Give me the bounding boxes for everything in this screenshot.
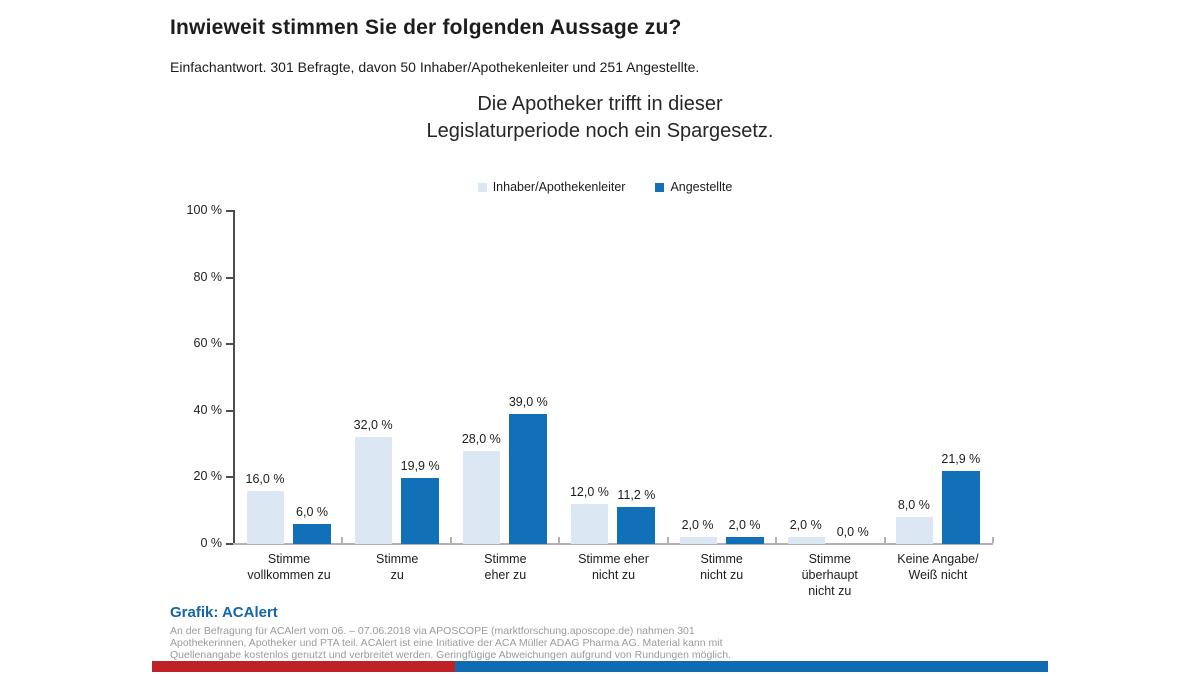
y-axis-tick	[226, 343, 233, 346]
bar-inhaber	[895, 517, 933, 544]
bar-angestellte	[617, 506, 656, 544]
bar-group: 8,0 % 21,9 % Keine Angabe/ Weiß nicht	[884, 211, 992, 582]
bar-angestellte	[509, 414, 548, 544]
y-axis-label: 60 %	[193, 336, 223, 351]
footer-note-line: Quellenangabe kostenlos genutzt und verb…	[170, 649, 731, 661]
bar-inhaber	[787, 537, 825, 544]
legend-label-inhaber: Inhaber/Apothekenleiter	[492, 180, 626, 194]
x-axis-tick	[558, 537, 561, 543]
bar-inhaber	[679, 537, 717, 544]
footer-note-line: An der Befragung für ACAlert vom 06. – 0…	[170, 625, 695, 637]
legend-swatch-inhaber	[477, 182, 487, 192]
legend-item-inhaber: Inhaber/Apothekenleiter	[477, 180, 626, 194]
bar-group: 32,0 % 19,9 % Stimme zu	[343, 211, 451, 582]
y-axis-label: 40 %	[193, 402, 223, 417]
y-axis-label: 20 %	[193, 469, 223, 484]
bar-group: 12,0 % 11,2 % Stimme eher nicht zu	[559, 211, 667, 582]
bar-inhaber	[355, 437, 393, 544]
bar-group: 28,0 % 39,0 % Stimme eher zu	[451, 211, 559, 582]
x-axis-tick	[666, 537, 669, 543]
bar-value-label: 2,0 %	[681, 518, 714, 533]
footer-note: An der Befragung für ACAlert vom 06. – 0…	[170, 625, 731, 661]
source-credit: Grafik: ACAlert	[170, 604, 278, 621]
bar-inhaber	[247, 490, 284, 544]
strip-red-segment	[152, 661, 455, 672]
bar-group: 2,0 % 0,0 % Stimme überhaupt nicht zu	[776, 211, 884, 598]
category-label: Keine Angabe/ Weiß nicht	[897, 552, 979, 582]
x-axis-tick	[992, 537, 994, 543]
y-axis-tick	[226, 210, 233, 212]
bar-value-label: 12,0 %	[569, 485, 609, 500]
y-axis-line	[233, 210, 235, 545]
bar-angestellte	[725, 537, 764, 544]
y-axis-label: 80 %	[193, 269, 223, 284]
bar-value-label: 0,0 %	[836, 525, 869, 539]
footer-note-line: Apothekerinnen, Apotheker und PTA teil. …	[170, 637, 723, 649]
legend: Inhaber/Apothekenleiter Angestellte	[150, 180, 1060, 194]
bar-value-label: 16,0 %	[245, 471, 285, 486]
category-label: Stimme vollkommen zu	[247, 552, 331, 582]
y-axis-tick	[226, 543, 233, 545]
legend-item-angestellte: Angestellte	[655, 180, 732, 194]
y-axis-tick	[226, 476, 233, 479]
bar-value-label: 11,2 %	[617, 487, 656, 502]
bar-angestellte	[401, 477, 440, 544]
page-subtitle: Einfachantwort. 301 Befragte, davon 50 I…	[170, 59, 700, 75]
bar-inhaber	[463, 450, 501, 544]
y-axis-tick	[226, 276, 233, 279]
bar-value-label: 32,0 %	[353, 418, 393, 433]
category-label: Stimme überhaupt nicht zu	[801, 552, 858, 598]
legend-swatch-angestellte	[655, 182, 665, 192]
category-label: Stimme eher nicht zu	[578, 552, 649, 582]
x-axis-tick	[883, 537, 886, 543]
bar-value-label: 2,0 %	[728, 518, 761, 533]
bar-group: 2,0 % 2,0 % Stimme nicht zu	[668, 211, 776, 582]
x-axis-tick	[775, 537, 778, 543]
x-axis-tick	[449, 537, 452, 543]
bar-angestellte	[941, 471, 980, 544]
chart-title: Die Apotheker trifft in dieser Legislatu…	[426, 93, 774, 142]
strip-blue-segment	[455, 661, 1048, 672]
x-axis-line	[233, 543, 993, 545]
bar-value-label: 19,9 %	[400, 458, 440, 473]
category-label: Stimme nicht zu	[700, 552, 744, 582]
y-axis-label: 100 %	[186, 203, 222, 217]
bar-value-label: 6,0 %	[296, 505, 328, 520]
bar-value-label: 2,0 %	[789, 518, 822, 533]
bar-value-label: 28,0 %	[461, 431, 501, 446]
category-label: Stimme zu	[376, 552, 419, 582]
plot-area: 16,0 % 6,0 % Stimme vollkommen zu 32,0 % 19,…	[235, 211, 992, 598]
bar-value-label: 21,9 %	[941, 452, 981, 467]
y-axis-label: 0 %	[200, 536, 222, 550]
bottom-color-strip	[152, 661, 1048, 672]
legend-label-angestellte: Angestellte	[670, 180, 733, 194]
bar-group: 16,0 % 6,0 % Stimme vollkommen zu	[235, 211, 343, 582]
y-axis-tick	[226, 409, 233, 412]
category-label: Stimme eher zu	[484, 552, 527, 582]
bar-value-label: 39,0 %	[508, 395, 548, 410]
bar-inhaber	[571, 504, 609, 544]
page-title: Inwieweit stimmen Sie der folgenden Auss…	[170, 16, 682, 39]
x-axis-tick	[341, 537, 344, 543]
bar-angestellte	[293, 524, 331, 544]
bar-value-label: 8,0 %	[897, 498, 930, 513]
